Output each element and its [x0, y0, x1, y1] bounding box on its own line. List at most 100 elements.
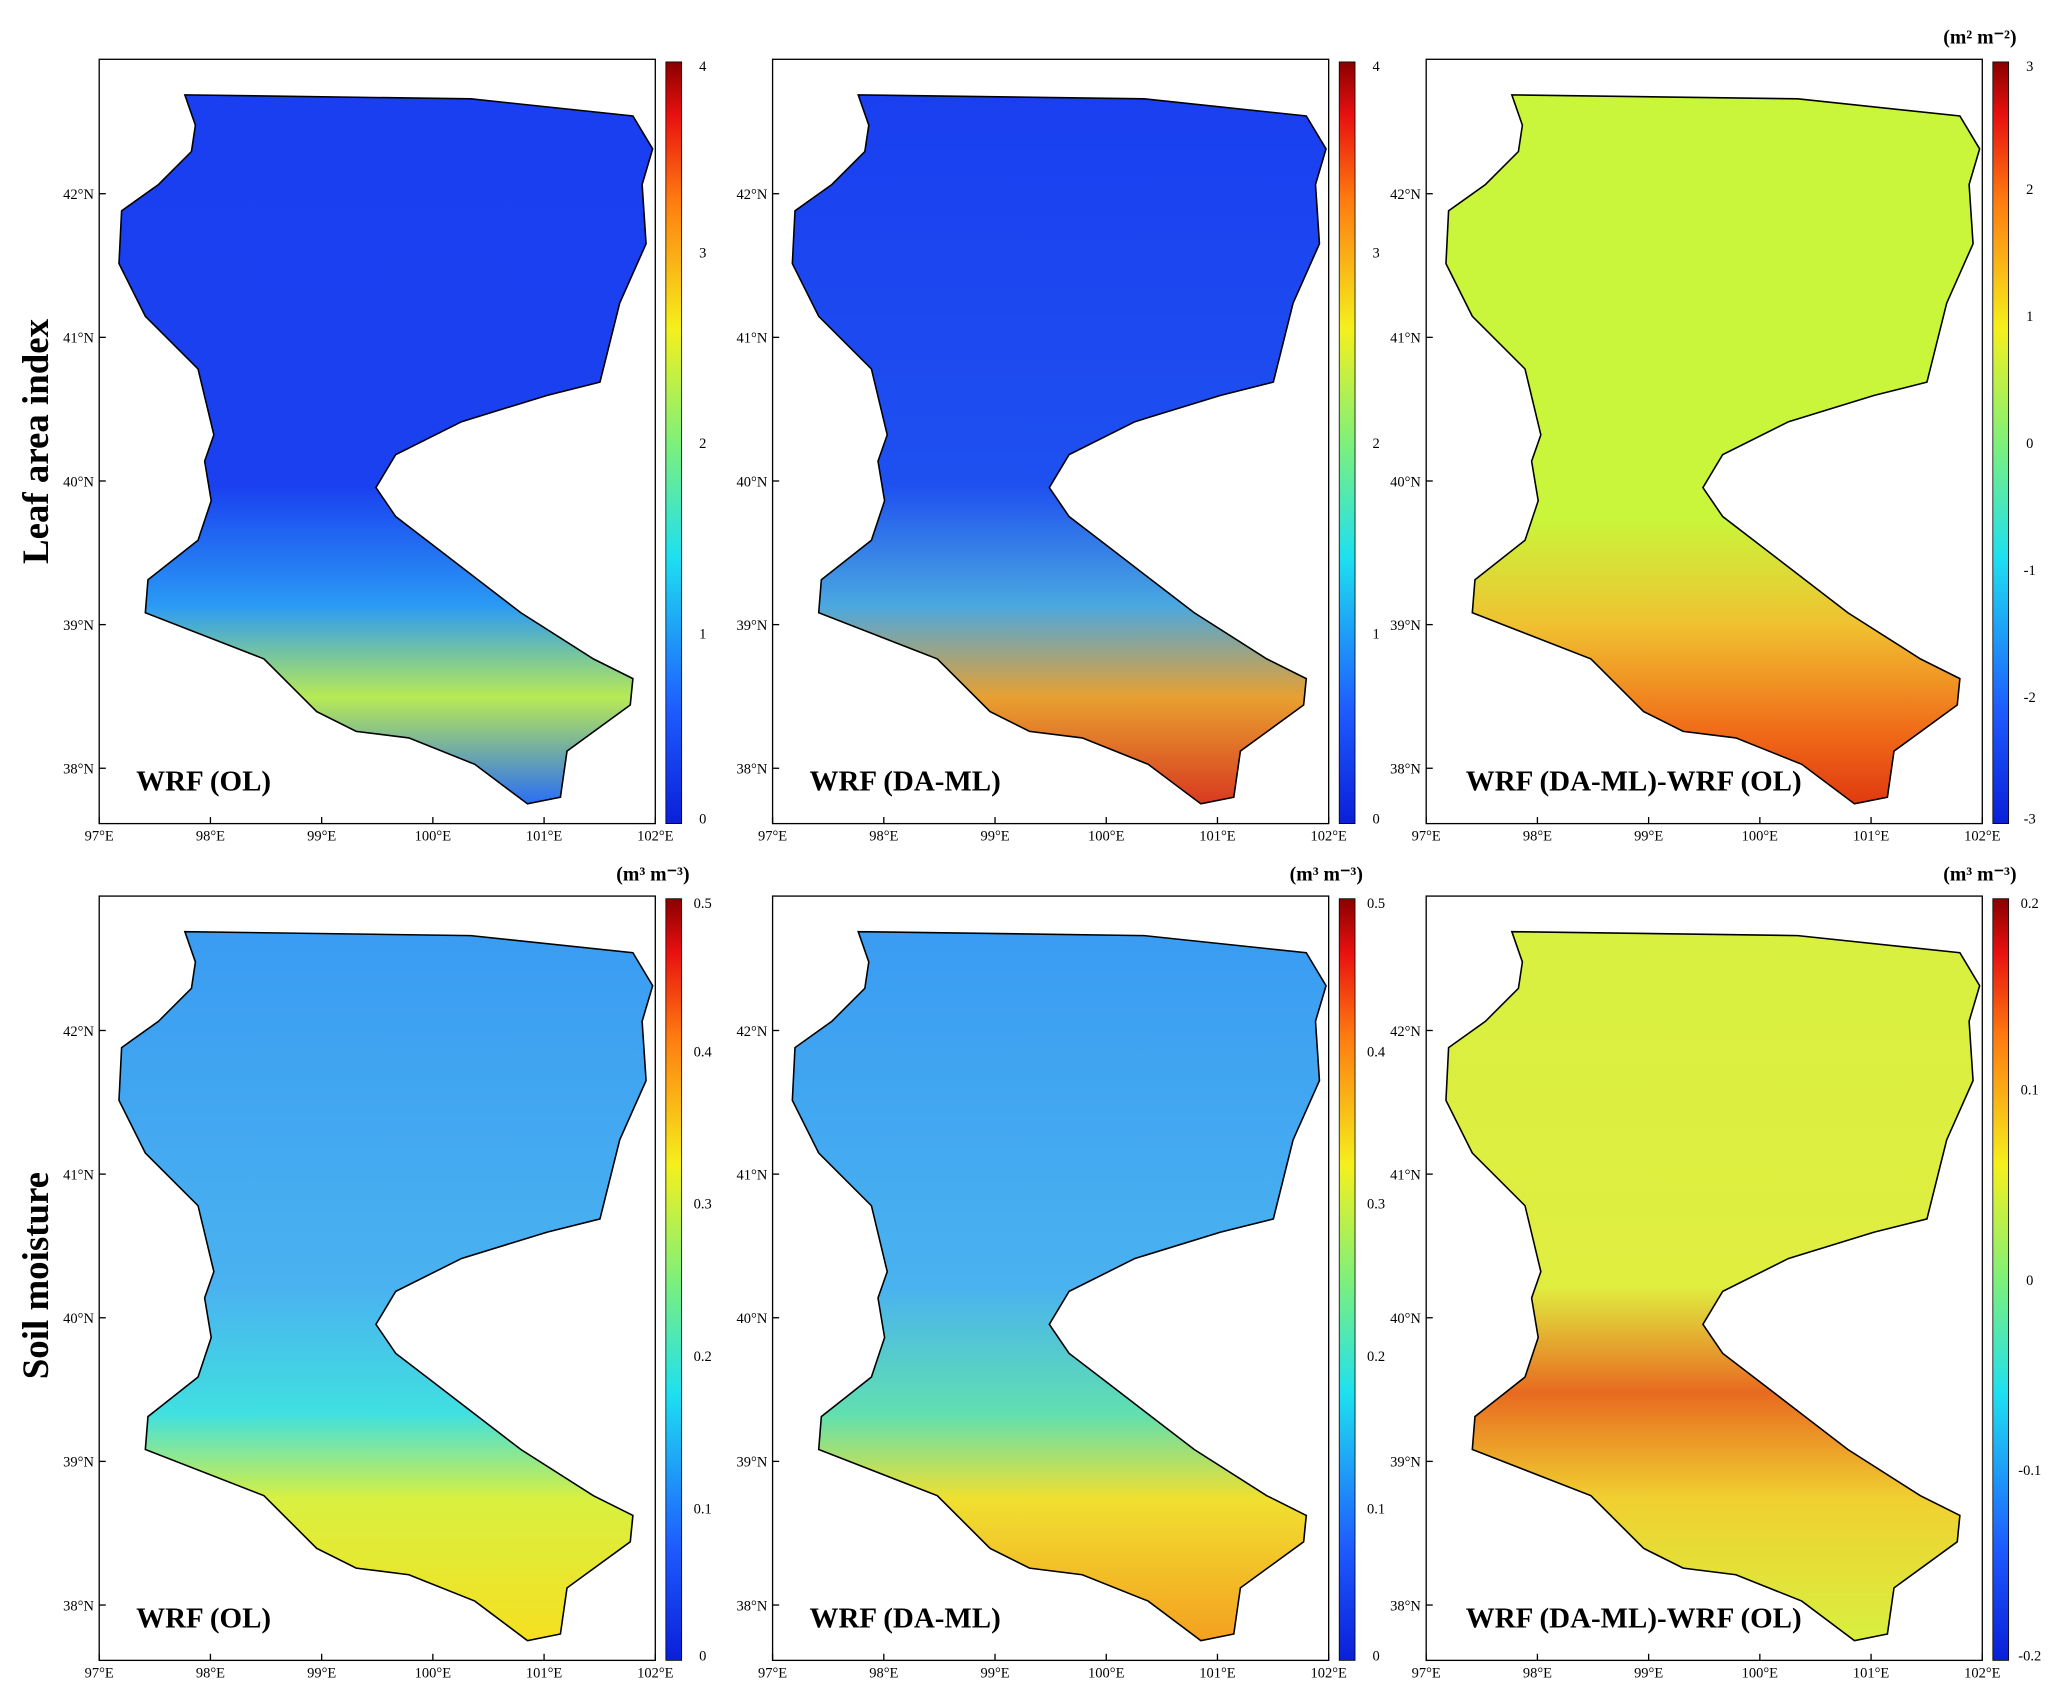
colorbar	[665, 61, 683, 824]
y-tick-label: 38°N	[737, 1598, 768, 1614]
x-tick-label: 97°E	[1412, 829, 1441, 845]
colorbar-tick-label: 3	[2026, 59, 2033, 75]
x-tick-label: 100°E	[415, 1666, 452, 1682]
x-tick-label: 100°E	[1088, 829, 1125, 845]
colorbar-tick-label: 1	[699, 626, 706, 642]
y-tick-label: 40°N	[63, 1311, 94, 1327]
colorbar-tick-label: 0.1	[694, 1501, 712, 1517]
y-tick-label: 38°N	[737, 762, 768, 778]
y-tick-label: 39°N	[737, 1455, 768, 1471]
y-tick-label: 39°N	[63, 618, 94, 634]
colorbar-tick-label: 0.3	[1367, 1197, 1385, 1213]
x-tick-label: 100°E	[1742, 1666, 1779, 1682]
colorbar	[1338, 61, 1356, 824]
y-tick-label: 40°N	[1390, 474, 1421, 490]
colorbar-tick-label: 1	[2026, 309, 2033, 325]
colorbar-tick-label: 0.2	[694, 1349, 712, 1365]
x-tick-label: 102°E	[1964, 1666, 2001, 1682]
colorbar	[1992, 898, 2010, 1661]
panel-label: WRF (DA-ML)-WRF (OL)	[1466, 1602, 1802, 1634]
y-tick-label: 40°N	[63, 474, 94, 490]
y-tick-label: 38°N	[63, 1598, 94, 1614]
x-tick-label: 101°E	[1199, 829, 1236, 845]
x-tick-label: 97°E	[758, 1666, 787, 1682]
colorbar-tick-label: 0	[1372, 812, 1379, 828]
x-tick-label: 101°E	[526, 1666, 563, 1682]
y-tick-label: 41°N	[737, 331, 768, 347]
x-tick-label: 99°E	[1634, 1666, 1663, 1682]
colorbar-tick-label: 0.1	[1367, 1501, 1385, 1517]
colorbar-tick-label: -0.1	[2018, 1463, 2041, 1479]
y-tick-label: 39°N	[63, 1455, 94, 1471]
row-label: Soil moisture	[15, 1172, 56, 1379]
y-tick-label: 41°N	[63, 331, 94, 347]
y-tick-label: 40°N	[1390, 1311, 1421, 1327]
colorbar-tick-label: 1	[1372, 626, 1379, 642]
colorbar-tick-label: 0.4	[1367, 1044, 1386, 1060]
colorbar-tick-label: 0.5	[694, 896, 712, 912]
colorbar-tick-label: 3	[699, 246, 706, 262]
colorbar-tick-label: 4	[699, 59, 707, 75]
y-tick-label: 41°N	[1390, 331, 1421, 347]
colorbar-unit: (m³ m⁻³)	[616, 863, 689, 885]
x-tick-label: 101°E	[1853, 1666, 1890, 1682]
region	[1445, 94, 1981, 805]
colorbar-unit: (m³ m⁻³)	[1290, 863, 1363, 885]
x-tick-label: 98°E	[196, 829, 225, 845]
region	[118, 930, 654, 1642]
colorbar-tick-label: 2	[2026, 182, 2033, 198]
y-tick-label: 42°N	[737, 187, 768, 203]
colorbar-tick-label: -2	[2024, 690, 2036, 706]
colorbar-tick-label: -1	[2024, 563, 2036, 579]
colorbar-tick-label: 0.3	[694, 1197, 712, 1213]
colorbar	[1338, 898, 1356, 1661]
colorbar	[1992, 61, 2010, 824]
y-tick-label: 42°N	[1390, 1024, 1421, 1040]
colorbar-tick-label: 0	[699, 812, 706, 828]
colorbar-unit: (m³ m⁻³)	[1943, 863, 2016, 885]
region	[1445, 930, 1981, 1642]
y-tick-label: 40°N	[737, 474, 768, 490]
colorbar-tick-label: -3	[2024, 812, 2036, 828]
y-tick-label: 42°N	[1390, 187, 1421, 203]
colorbar-tick-label: 0.2	[2021, 896, 2039, 912]
y-tick-label: 40°N	[737, 1311, 768, 1327]
x-tick-label: 98°E	[196, 1666, 225, 1682]
x-tick-label: 99°E	[980, 1666, 1009, 1682]
colorbar-tick-label: 3	[1372, 246, 1379, 262]
colorbar-tick-label: -0.2	[2018, 1648, 2041, 1664]
y-tick-label: 42°N	[63, 1024, 94, 1040]
x-tick-label: 102°E	[637, 829, 674, 845]
colorbar-unit: (m² m⁻²)	[1943, 26, 2016, 48]
x-tick-label: 99°E	[1634, 829, 1663, 845]
panel-label: WRF (OL)	[136, 766, 271, 798]
region	[791, 94, 1327, 805]
y-tick-label: 39°N	[1390, 618, 1421, 634]
colorbar-tick-label: 0	[2026, 436, 2033, 452]
colorbar-tick-label: 2	[699, 436, 706, 452]
y-tick-label: 41°N	[1390, 1167, 1421, 1183]
colorbar-tick-label: 2	[1372, 436, 1379, 452]
x-tick-label: 97°E	[1412, 1666, 1441, 1682]
x-tick-label: 98°E	[1523, 829, 1552, 845]
x-tick-label: 100°E	[1742, 829, 1779, 845]
y-tick-label: 38°N	[1390, 1598, 1421, 1614]
x-tick-label: 101°E	[1199, 1666, 1236, 1682]
colorbar-tick-label: 0.2	[1367, 1349, 1385, 1365]
x-tick-label: 102°E	[1310, 829, 1347, 845]
x-tick-label: 97°E	[85, 1666, 114, 1682]
panel-label: WRF (DA-ML)	[809, 1602, 1000, 1634]
panel-label: WRF (DA-ML)	[809, 766, 1000, 798]
y-tick-label: 41°N	[737, 1167, 768, 1183]
x-tick-label: 101°E	[526, 829, 563, 845]
x-tick-label: 99°E	[307, 1666, 336, 1682]
colorbar-tick-label: 0	[2026, 1273, 2033, 1289]
region	[118, 94, 654, 805]
x-tick-label: 98°E	[869, 829, 898, 845]
x-tick-label: 99°E	[980, 829, 1009, 845]
colorbar-tick-label: 0.4	[694, 1044, 713, 1060]
y-tick-label: 41°N	[63, 1167, 94, 1183]
x-tick-label: 102°E	[1310, 1666, 1347, 1682]
colorbar-tick-label: 0.5	[1367, 896, 1385, 912]
